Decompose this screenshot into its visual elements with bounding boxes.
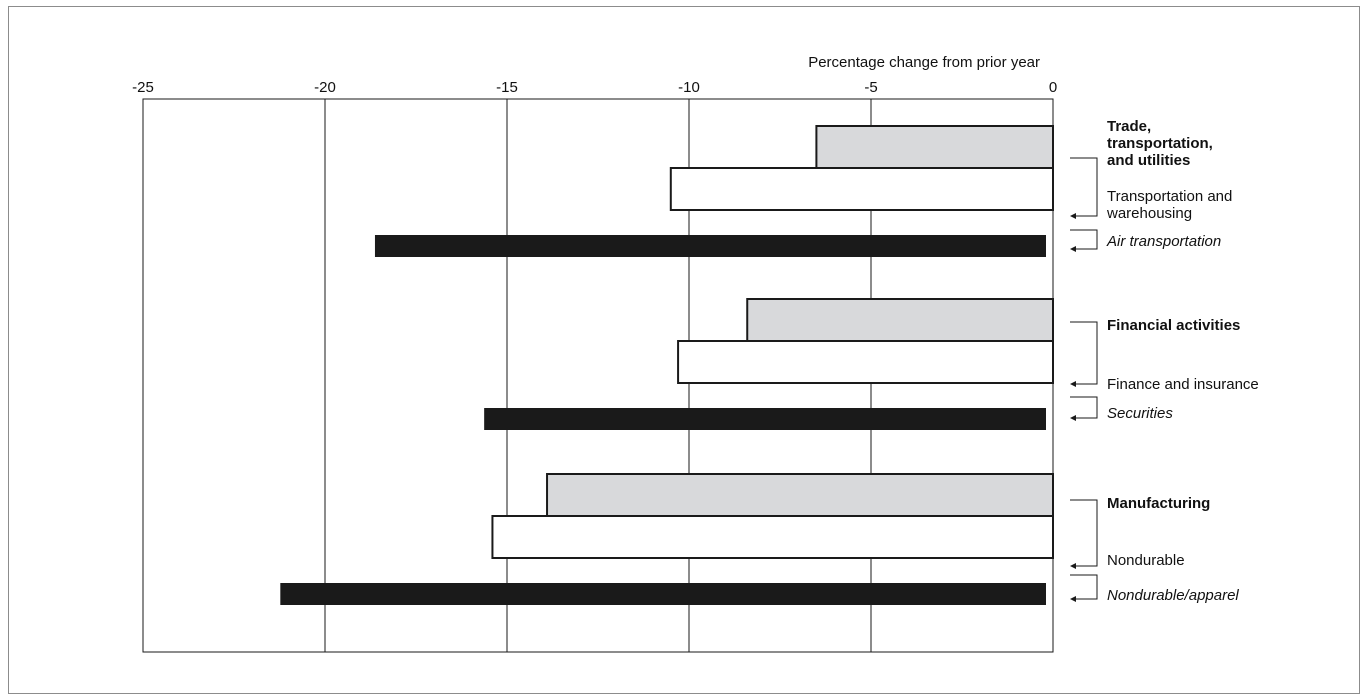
label-brackets: [1070, 157, 1098, 602]
bracket-line: [1070, 499, 1098, 567]
category-label: Nondurable/apparel: [1107, 587, 1239, 604]
bracket-arrow: [1070, 563, 1076, 569]
category-label: Finance and insurance: [1107, 376, 1259, 393]
x-axis-tick-labels: -25 -20 -15 -10 -5 0: [132, 79, 1057, 96]
bracket-arrow: [1070, 213, 1076, 219]
category-label: Financial activities: [1107, 317, 1240, 334]
x-tick-label: -15: [496, 79, 518, 96]
bracket-line: [1070, 321, 1098, 385]
bars: [280, 125, 1055, 605]
bracket-arrow: [1070, 596, 1076, 602]
category-label: Manufacturing: [1107, 495, 1210, 512]
bar-detail: [374, 235, 1046, 257]
x-tick-label: -20: [314, 79, 336, 96]
category-label: Trade, transportation, and utilities: [1107, 118, 1213, 169]
chart-title: Percentage change from prior year: [808, 54, 1040, 71]
x-tick-label: -10: [678, 79, 700, 96]
x-tick-label: -5: [864, 79, 877, 96]
bar-detail: [280, 583, 1046, 605]
bar-sector: [546, 473, 1054, 517]
category-labels: Trade, transportation, and utilities Transp…: [1106, 118, 1259, 604]
bracket-line: [1070, 396, 1098, 419]
bracket-arrow: [1070, 381, 1076, 387]
bar-industry: [669, 167, 1054, 211]
bar-detail: [484, 408, 1047, 430]
bar-sector: [746, 298, 1054, 342]
category-label: Nondurable: [1107, 552, 1185, 569]
bracket-line: [1070, 157, 1098, 217]
category-label: Transportation and warehousing: [1106, 188, 1232, 222]
bracket-line: [1070, 574, 1098, 600]
bracket-arrow: [1070, 246, 1076, 252]
bracket-line: [1070, 229, 1098, 250]
x-tick-label: 0: [1049, 79, 1057, 96]
bar-industry: [491, 515, 1054, 559]
bar-sector: [815, 125, 1055, 169]
x-tick-label: -25: [132, 79, 154, 96]
category-label: Securities: [1107, 405, 1173, 422]
bracket-arrow: [1070, 415, 1076, 421]
bar-industry: [677, 340, 1055, 384]
category-label: Air transportation: [1106, 233, 1221, 250]
